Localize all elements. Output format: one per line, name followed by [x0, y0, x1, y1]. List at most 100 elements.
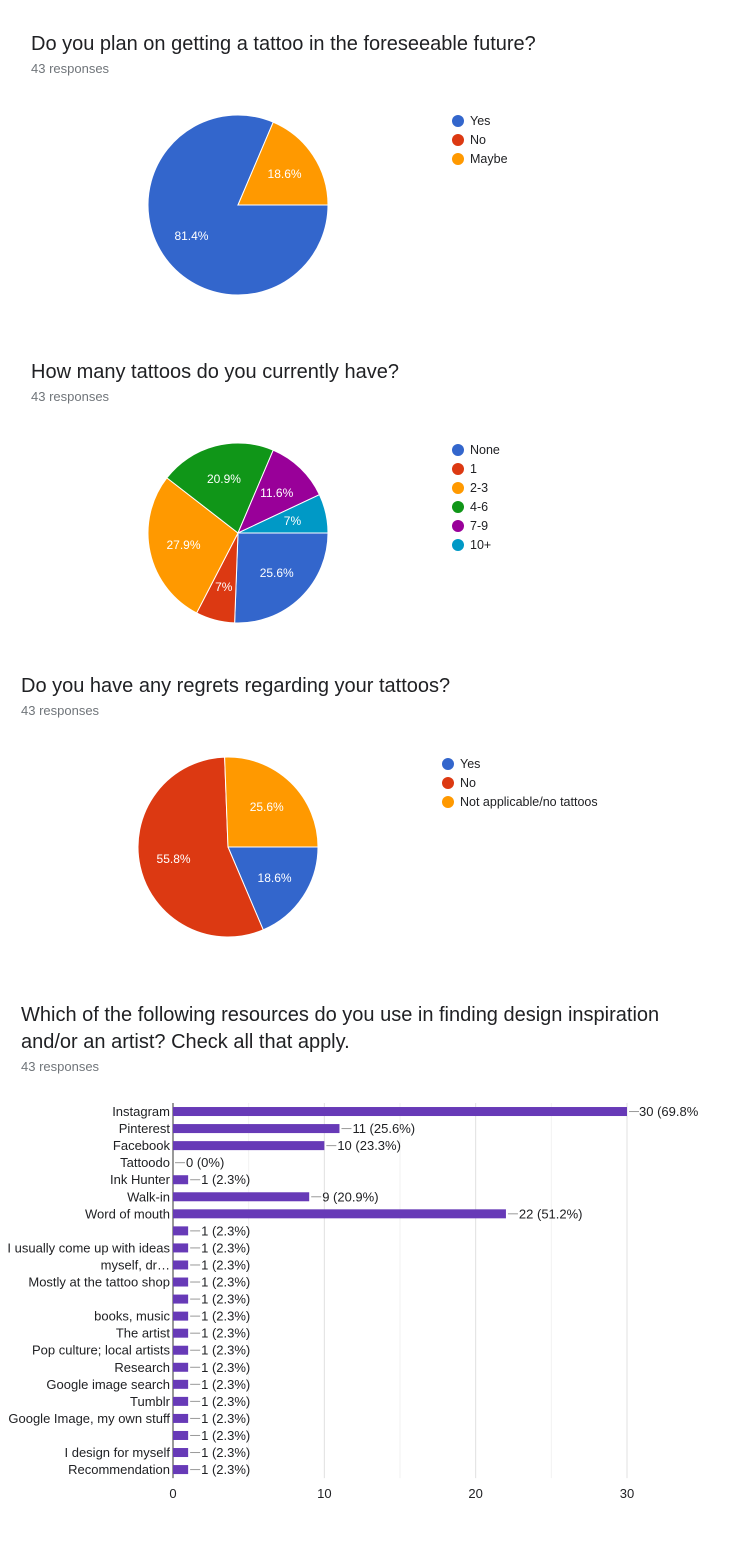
pie-label-yes: 81.4%: [174, 229, 208, 243]
bar-research-15: [173, 1362, 189, 1372]
data-label: 22 (51.2%): [519, 1206, 583, 1221]
legend-label: 10+: [470, 537, 492, 552]
category-label-tattoodo: Tattoodo: [120, 1155, 170, 1170]
bar-facebook-2: [173, 1141, 325, 1151]
data-label: 1 (2.3%): [201, 1275, 250, 1290]
pie-label-7-9: 11.6%: [260, 486, 293, 500]
data-label: 11 (25.6%): [352, 1121, 415, 1136]
pie-chart-tattoo-count: 25.6% 7% 27.9% 20.9% 11.6% 7%: [147, 442, 329, 624]
pie-slice-2-3: [147, 477, 239, 614]
category-label-google-image-my-own-stuff: Google Image, my own stuff: [8, 1411, 170, 1426]
data-label: 1 (2.3%): [201, 1462, 250, 1477]
data-label: 1 (2.3%): [201, 1292, 250, 1307]
question-4-title-line1: Which of the following resources do you …: [21, 1004, 660, 1026]
pie-label-10: 7%: [284, 514, 302, 528]
bar-blank-11: [173, 1294, 189, 1304]
legend-swatch: [452, 481, 464, 494]
legend-item-no[interactable]: No: [452, 130, 508, 149]
data-label: 1 (2.3%): [201, 1257, 250, 1272]
category-label-google-image-search: Google image search: [46, 1377, 170, 1392]
legend-swatch: [452, 443, 464, 456]
bar-blank-7: [173, 1226, 189, 1236]
question-4-title-line2: and/or an artist? Check all that apply.: [21, 1031, 350, 1053]
legend-label: 1: [470, 461, 477, 476]
legend-item-7-9[interactable]: 7-9: [452, 516, 500, 535]
pie-slice-4-6: [166, 442, 274, 534]
data-label: 1 (2.3%): [201, 1428, 250, 1443]
data-label: 1 (2.3%): [201, 1223, 250, 1238]
legend-label: Yes: [460, 756, 481, 771]
category-label-ink-hunter: Ink Hunter: [110, 1172, 171, 1187]
data-label: 1 (2.3%): [201, 1394, 250, 1409]
legend-item-1[interactable]: 1: [452, 459, 500, 478]
legend-item-none[interactable]: None: [452, 440, 500, 459]
bar-blank-19: [173, 1430, 189, 1440]
pie-label-none: 25.6%: [260, 566, 294, 580]
pie-label-1: 7%: [215, 580, 233, 594]
legend-label: Not applicable/no tattoos: [460, 794, 598, 809]
bar-myself-dr-9: [173, 1260, 189, 1270]
bar-mostly-at-the-tattoo-shop-10: [173, 1277, 189, 1287]
category-label-i-design-for-myself: I design for myself: [65, 1445, 171, 1460]
legend-swatch: [452, 114, 464, 127]
x-tick-label: 10: [317, 1486, 331, 1501]
category-label-books-music: books, music: [94, 1309, 170, 1324]
data-label: 1 (2.3%): [201, 1172, 250, 1187]
data-label: 1 (2.3%): [201, 1377, 250, 1392]
question-2-responses: 43 responses: [31, 389, 110, 404]
data-label: 10 (23.3%): [337, 1138, 401, 1153]
question-1-responses: 43 responses: [31, 61, 110, 76]
legend-label: No: [470, 132, 486, 147]
category-label-myself-dr: myself, dr…: [101, 1257, 170, 1272]
pie-slice-maybe: [237, 121, 329, 206]
legend-swatch: [452, 519, 464, 532]
legend-swatch: [452, 462, 464, 475]
category-label-pinterest: Pinterest: [119, 1121, 171, 1136]
data-label: 1 (2.3%): [201, 1445, 250, 1460]
category-label-the-artist: The artist: [116, 1326, 171, 1341]
legend-item-yes[interactable]: Yes: [452, 111, 508, 130]
legend-item-no[interactable]: No: [442, 773, 598, 792]
legend-item-maybe[interactable]: Maybe: [452, 149, 508, 168]
data-label: 1 (2.3%): [201, 1240, 250, 1255]
pie-chart-future-tattoo: 81.4% 18.6%: [147, 114, 329, 296]
category-label-tumblr: Tumblr: [130, 1394, 171, 1409]
legend-regrets: Yes No Not applicable/no tattoos: [442, 754, 598, 811]
pie-slice-not-applicable-no-tattoos: [224, 756, 319, 848]
legend-label: 7-9: [470, 518, 489, 533]
bar-chart-resources: 0 10 20 30 30 (69.8% Instagram 11 (25.6%) Pinte…: [7, 1103, 699, 1501]
pie-label-maybe: 18.6%: [268, 167, 302, 181]
pie-label-yes: 18.6%: [258, 871, 292, 885]
legend-label: None: [470, 442, 500, 457]
legend-label: 4-6: [470, 499, 489, 514]
bar-tumblr-17: [173, 1396, 189, 1406]
pie-label-4-6: 20.9%: [207, 472, 241, 486]
data-label: 1 (2.3%): [201, 1360, 250, 1375]
legend-item-not-applicable-no-tattoos[interactable]: Not applicable/no tattoos: [442, 792, 598, 811]
legend-swatch: [452, 133, 464, 146]
pie-slice-no: [137, 756, 264, 938]
bar-pop-culture-local-artists-14: [173, 1345, 189, 1355]
bar-instagram-0: [173, 1107, 627, 1117]
bar-google-image-search-16: [173, 1379, 189, 1389]
legend-item-4-6[interactable]: 4-6: [452, 497, 500, 516]
question-2-title: How many tattoos do you currently have?: [31, 361, 399, 383]
data-label: 30 (69.8%: [639, 1104, 699, 1119]
bar-recommendation-21: [173, 1465, 189, 1475]
question-4-title: Which of the following resources do you …: [21, 1002, 659, 1056]
legend-swatch: [452, 538, 464, 551]
legend-tattoo-count: None 1 2-3 4-6 7-9 10+: [452, 440, 500, 554]
legend-swatch: [442, 795, 454, 808]
legend-swatch: [452, 152, 464, 165]
legend-label: 2-3: [470, 480, 489, 495]
legend-item-2-3[interactable]: 2-3: [452, 478, 500, 497]
bar-ink-hunter-4: [173, 1175, 189, 1185]
legend-item-10[interactable]: 10+: [452, 535, 500, 554]
pie-label-no: 55.8%: [157, 852, 191, 866]
legend-swatch: [442, 757, 454, 770]
legend-future-tattoo: Yes No Maybe: [452, 111, 508, 168]
data-label: 1 (2.3%): [201, 1309, 250, 1324]
legend-item-yes[interactable]: Yes: [442, 754, 598, 773]
data-label: 1 (2.3%): [201, 1411, 250, 1426]
bar-books-music-12: [173, 1311, 189, 1321]
